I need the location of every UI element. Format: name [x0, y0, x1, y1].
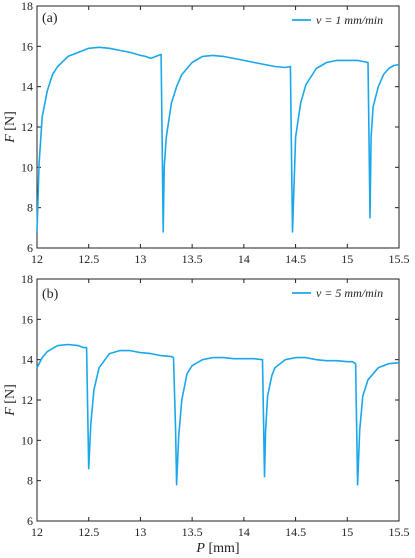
panel-b-y-tick-label: 14 [21, 353, 33, 367]
panel-a-y-tick-label: 10 [21, 160, 33, 174]
panel-b-y-tick-label: 10 [21, 433, 33, 447]
panel-a-y-tick-label: 8 [27, 201, 33, 215]
panel-a-x-tick-label: 15 [341, 252, 353, 266]
panel-a-frame [36, 5, 400, 249]
panel-a-y-tick-label: 6 [27, 241, 33, 255]
panel-b-x-tick-label: 15.5 [389, 525, 410, 539]
panel-a-legend-label: v = 1 mm/min [316, 13, 383, 27]
panel-b-x-tick-label: 12.5 [78, 525, 99, 539]
panel-b-y-tick-label: 6 [27, 514, 33, 528]
panel-a-y-ticks: 6 8 10 12 14 16 18 [21, 0, 399, 255]
panel-a-x-tick-label: 12 [31, 252, 43, 266]
panel-b-x-tick-label: 13.5 [182, 525, 203, 539]
panel-a-y-axis-var: F [3, 134, 18, 144]
panel-b-x-ticks: 12 12.5 13 13.5 14 14.5 15 15.5 [31, 279, 410, 539]
panel-b-label: (b) [42, 287, 59, 302]
panel-b-x-axis-var: P [195, 541, 205, 556]
panel-a-y-tick-label: 12 [21, 120, 33, 134]
panel-b-y-tick-label: 16 [21, 312, 33, 326]
panel-a-y-tick-label: 14 [21, 80, 33, 94]
panel-a-y-tick-label: 18 [21, 0, 33, 13]
panel-b-x-tick-label: 12 [31, 525, 43, 539]
panel-b: 12 12.5 13 13.5 14 14.5 15 15.5 6 8 10 12 14 16 18 v … [3, 272, 410, 556]
panel-a-y-axis-label: F [N] [3, 111, 18, 144]
panel-b-y-ticks: 6 8 10 12 14 16 18 [21, 272, 399, 528]
panel-b-legend-label: v = 5 mm/min [316, 286, 383, 300]
panel-a-x-tick-label: 14 [238, 252, 250, 266]
panel-a-x-tick-label: 15.5 [389, 252, 410, 266]
panel-b-y-axis-label: F [N] [3, 384, 18, 417]
panel-b-series-line [36, 343, 400, 486]
panel-b-x-tick-label: 15 [341, 525, 353, 539]
panel-b-y-tick-label: 12 [21, 393, 33, 407]
panel-a: 12 12.5 13 13.5 14 14.5 15 15.5 6 8 10 12 14 16 18 v … [3, 0, 410, 266]
panel-a-x-tick-label: 14.5 [285, 252, 306, 266]
panel-a-x-tick-label: 12.5 [78, 252, 99, 266]
panel-a-x-tick-label: 13 [134, 252, 146, 266]
panel-a-y-axis-unit: [N] [3, 111, 18, 134]
panel-b-y-tick-label: 8 [27, 474, 33, 488]
panel-b-x-tick-label: 14 [238, 525, 250, 539]
panel-a-label: (a) [42, 11, 58, 26]
panel-b-frame [36, 278, 400, 522]
panel-b-y-tick-label: 18 [21, 272, 33, 286]
panel-a-x-tick-label: 13.5 [182, 252, 203, 266]
panel-b-x-axis-label: P [mm] [195, 541, 239, 556]
panel-b-x-tick-label: 14.5 [285, 525, 306, 539]
panel-a-y-tick-label: 16 [21, 39, 33, 53]
panel-a-series-line [36, 46, 400, 233]
panel-b-y-axis-unit: [N] [3, 384, 18, 407]
panel-a-legend: v = 1 mm/min [292, 13, 383, 27]
panel-b-legend: v = 5 mm/min [292, 286, 383, 300]
panel-a-x-ticks: 12 12.5 13 13.5 14 14.5 15 15.5 [31, 6, 410, 266]
panel-b-y-axis-var: F [3, 407, 18, 417]
panel-b-x-axis-unit: [mm] [205, 541, 240, 556]
panel-b-x-tick-label: 13 [134, 525, 146, 539]
